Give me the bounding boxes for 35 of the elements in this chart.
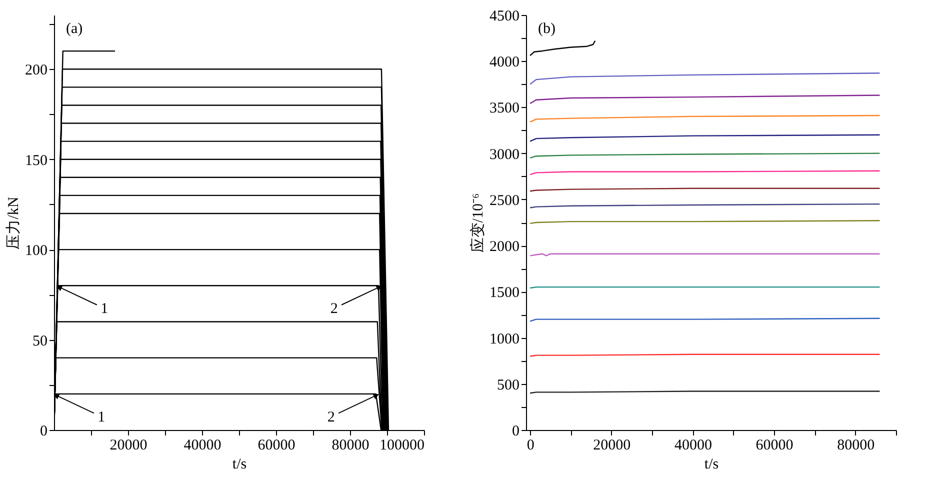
y-tick-label: 3500 [490, 100, 520, 117]
x-axis-title: t/s [704, 456, 719, 472]
x-tick-label: 60000 [756, 438, 794, 454]
y-tick-label: 3000 [490, 146, 520, 163]
x-tick-label: 40000 [674, 438, 712, 454]
y-tick-label: 50 [32, 333, 48, 350]
x-tick-label: 20000 [593, 438, 631, 454]
y-tick-label: 2500 [490, 192, 520, 209]
x-tick-label: 100000 [380, 438, 424, 454]
x-tick-label: 80000 [332, 438, 370, 454]
y-tick-label: 2000 [490, 239, 520, 256]
y-tick-label: 200 [25, 62, 48, 79]
x-tick-label: 60000 [258, 438, 296, 454]
annotation: 2 [330, 301, 338, 318]
annotation: 1 [98, 409, 106, 426]
y-tick-label: 4000 [490, 54, 520, 71]
y-tick-label: 0 [512, 424, 520, 440]
y-tick-label: 4500 [490, 8, 520, 24]
chart-title: (b) [538, 21, 556, 37]
y-tick-label: 1000 [490, 331, 520, 348]
x-tick-label: 40000 [184, 438, 222, 454]
y-axis-title: 应变/10⁻⁶ [470, 193, 486, 253]
annotation: 1 [100, 301, 108, 318]
y-tick-label: 100 [25, 243, 48, 260]
x-tick-label: 20000 [110, 438, 148, 454]
x-tick-label: 0 [526, 438, 534, 454]
y-tick-label: 0 [40, 424, 48, 440]
x-tick-label: 80000 [837, 438, 875, 454]
x-axis-title: t/s [232, 456, 247, 472]
chart-title: (a) [66, 21, 83, 37]
annotation: 2 [327, 409, 335, 426]
y-tick-label: 1500 [490, 285, 520, 302]
y-tick-label: 150 [25, 152, 48, 169]
y-axis-title: 压力/kN [5, 196, 22, 250]
y-tick-label: 500 [497, 377, 520, 394]
